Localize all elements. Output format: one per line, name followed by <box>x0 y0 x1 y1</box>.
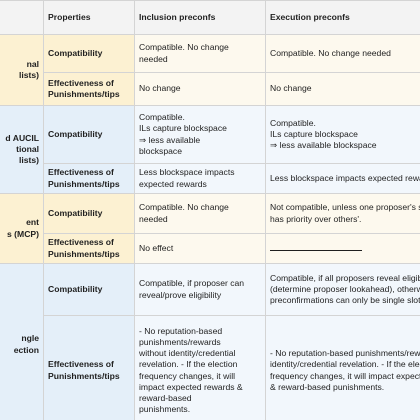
header-corner <box>0 0 44 35</box>
cell-line: without identity/credential <box>139 348 236 359</box>
inclusion-cell: Compatible, if proposer can reveal/prove… <box>134 263 266 316</box>
cell-line: Compatible. No change needed <box>270 47 391 58</box>
table-row: d AUCIL tional lists) Compatibility Comp… <box>0 105 420 194</box>
property-cell: Effectiveness of Punishments/tips <box>43 315 135 420</box>
group-label: nal lists) <box>0 34 44 106</box>
execution-cell: Compatible. No change needed <box>265 34 420 73</box>
table-row: Effectiveness of Punishments/tips - No r… <box>0 315 420 420</box>
property-cell: Compatibility <box>43 193 135 234</box>
cell-line: ⇒ less available <box>139 134 201 145</box>
cell-line: punishments. <box>139 404 191 415</box>
inclusion-cell: Compatible. No change needed <box>134 34 266 73</box>
cell-line: frequency changes, it will <box>139 370 236 381</box>
inclusion-cell: No change <box>134 72 266 106</box>
group-label: d AUCIL tional lists) <box>0 105 44 194</box>
cell-line: (determine proposer lookahead), otherwis… <box>270 283 420 294</box>
group-label-line: tional <box>16 143 39 154</box>
cell-line: - No reputation-based <box>139 325 223 336</box>
property-cell: Compatibility <box>43 105 135 164</box>
table-row: ngle ection Compatibility Compatible, if… <box>0 263 420 420</box>
execution-cell: No change <box>265 72 420 106</box>
property-cell: Effectiveness of Punishments/tips <box>43 233 135 264</box>
cell-line: Compatible, if all proposers reveal elig… <box>270 272 420 283</box>
inclusion-cell: - No reputation-based punishments/reward… <box>134 315 266 420</box>
execution-cell: Not compatible, unless one proposer's su… <box>265 193 420 234</box>
group-label: ngle ection <box>0 263 44 420</box>
cell-line: blockspace <box>139 145 182 156</box>
inclusion-cell: Compatible. No change needed <box>134 193 266 234</box>
inclusion-cell: No effect <box>134 233 266 264</box>
cell-line: & reward-based punishments. <box>270 381 385 392</box>
cell-line: Less blockspace impacts <box>139 167 235 178</box>
cell-line: Compatible. <box>270 117 316 128</box>
cell-line: ⇒ less available blockspace <box>270 140 377 151</box>
cell-line: punishments/rewards <box>139 336 221 347</box>
cell-line: needed <box>139 53 168 64</box>
property-cell: Compatibility <box>43 34 135 73</box>
group-label-line: ection <box>13 344 39 355</box>
cell-line: ILs capture blockspace <box>270 128 358 139</box>
table-row: ent s (MCP) Compatibility Compatible. No… <box>0 193 420 264</box>
group-label-line: ngle <box>21 333 39 344</box>
cell-line: Compatible. No change <box>139 202 229 213</box>
inclusion-cell: Compatible. ILs capture blockspace ⇒ les… <box>134 105 266 164</box>
cell-line: frequency changes, it will impact expect… <box>270 370 420 381</box>
property-cell: Effectiveness of Punishments/tips <box>43 72 135 106</box>
execution-cell: Compatible, if all proposers reveal elig… <box>265 263 420 316</box>
cell-line: reveal/prove eligibility <box>139 289 222 300</box>
table-row: Effectiveness of Punishments/tips Less b… <box>0 163 420 194</box>
header-inclusion: Inclusion preconfs <box>134 0 266 35</box>
cell-line: Compatible. <box>139 112 185 123</box>
group-label-line: d AUCIL <box>5 132 39 143</box>
cell-line: needed <box>139 213 168 224</box>
cell-line: - No reputation-based punishments/reward <box>270 348 420 359</box>
blank-line <box>270 242 362 252</box>
cell-line: Compatible, if proposer can <box>139 278 245 289</box>
group-label-line: nal <box>26 58 39 69</box>
cell-line: expected rewards <box>139 178 207 189</box>
table-row: Effectiveness of Punishments/tips No eff… <box>0 233 420 264</box>
group-label: ent s (MCP) <box>0 193 44 264</box>
header-row: Properties Inclusion preconfs Execution … <box>0 0 420 35</box>
cell-line: Compatible. No change <box>139 42 229 53</box>
cell-line: Not compatible, unless one proposer's su… <box>270 202 420 213</box>
group-label-line: ent <box>26 217 39 228</box>
inclusion-cell: Less blockspace impacts expected rewards <box>134 163 266 194</box>
cell-line: impact expected rewards & <box>139 381 243 392</box>
cell-line: has priority over others'. <box>270 213 362 224</box>
cell-line: revelation. - If the election <box>139 359 238 370</box>
group-label-line: lists) <box>18 70 39 80</box>
header-properties: Properties <box>43 0 135 35</box>
execution-cell: Compatible. ILs capture blockspace ⇒ les… <box>265 105 420 164</box>
table-row: nal lists) Compatibility Compatible. No … <box>0 34 420 106</box>
header-execution: Execution preconfs <box>265 0 420 35</box>
execution-cell: - No reputation-based punishments/reward… <box>265 315 420 420</box>
cell-line: ILs capture blockspace <box>139 123 227 134</box>
group-label-line: lists) <box>18 155 39 166</box>
property-cell: Compatibility <box>43 263 135 316</box>
cell-line: identity/credential revelation. - If the… <box>270 359 420 370</box>
property-cell: Effectiveness of Punishments/tips <box>43 163 135 194</box>
cell-line: preconfirmations can only be single slot… <box>270 295 420 306</box>
execution-cell: Less blockspace impacts expected rewards <box>265 163 420 194</box>
group-label-line: s (MCP) <box>7 228 39 239</box>
table-row: Effectiveness of Punishments/tips No cha… <box>0 72 420 106</box>
execution-cell <box>265 233 420 264</box>
cell-line: reward-based <box>139 392 192 403</box>
